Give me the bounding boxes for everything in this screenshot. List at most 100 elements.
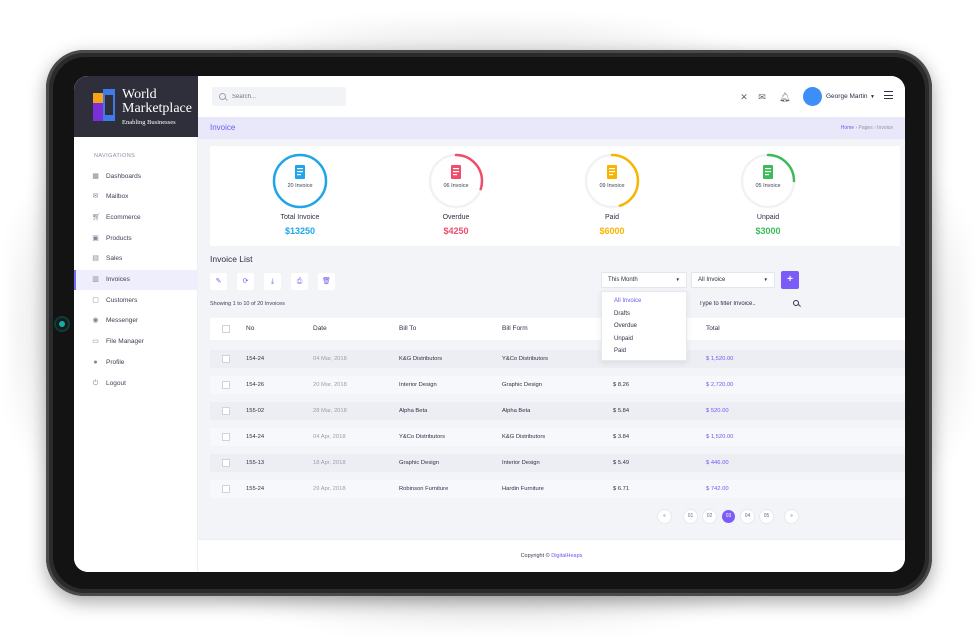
column-header-date[interactable]: Date <box>313 325 327 332</box>
table-row[interactable]: 154-26 20 Mar, 2018 Interior Design Graphic… <box>210 376 905 394</box>
box-icon: ▣ <box>92 234 99 242</box>
bell-icon[interactable]: 🔔︎ <box>779 92 791 102</box>
copyright-text: Copyright © <box>520 553 550 559</box>
invoice-type-select[interactable]: All Invoice ▼ <box>691 272 775 288</box>
column-header-no[interactable]: No <box>246 325 255 332</box>
refresh-button[interactable]: ⟳ <box>237 273 254 290</box>
pagination-page-04[interactable]: 04 <box>741 510 754 523</box>
pagination-page-03[interactable]: 03 <box>722 510 735 523</box>
table-row[interactable]: 155-13 18 Apr, 2018 Graphic Design Interior… <box>210 454 905 472</box>
period-select[interactable]: This Month ▼ <box>601 272 687 288</box>
stat-name: Paid <box>604 214 619 221</box>
cell-amount: $ 6.71 <box>613 486 630 492</box>
user-icon: ● <box>93 358 98 366</box>
dropdown-option-paid[interactable]: Paid <box>614 348 627 355</box>
sidebar-item-file-manager[interactable]: ▭ File Manager <box>74 332 198 352</box>
pagination-page-05[interactable]: 05 <box>760 510 773 523</box>
cell-no: 155-13 <box>246 460 265 466</box>
sidebar-item-customers[interactable]: ▢ Customers <box>74 290 198 310</box>
row-checkbox[interactable] <box>222 407 230 415</box>
delete-button[interactable]: 🗑︎ <box>318 273 335 290</box>
sidebar-item-profile[interactable]: ● Profile <box>74 352 198 372</box>
dropdown-option-overdue[interactable]: Overdue <box>614 323 638 330</box>
period-select-value: This Month <box>608 277 638 283</box>
sidebar-item-label: Dashboards <box>106 172 142 180</box>
table-row[interactable]: 154-24 04 Mar, 2018 K&G Distributors Y&Co D… <box>210 350 905 368</box>
dropdown-option-all-invoice[interactable]: All Invoice <box>614 298 642 304</box>
stat-unpaid[interactable]: 05 Invoice Unpaid $3000 <box>708 146 828 246</box>
row-checkbox[interactable] <box>222 355 230 363</box>
pagination-next-button[interactable]: » <box>785 510 798 523</box>
paid-receipt-icon <box>607 165 617 179</box>
pagination-page-02[interactable]: 02 <box>703 510 716 523</box>
mail-icon[interactable]: ✉ <box>758 92 766 102</box>
sidebar-item-messenger[interactable]: ◉ Messenger <box>74 311 198 331</box>
breadcrumb-home[interactable]: Home <box>840 125 855 131</box>
cell-bill-form: Alpha Beta <box>502 408 531 414</box>
search-icon[interactable] <box>793 300 799 306</box>
table-row[interactable]: 154-24 04 Apr, 2018 Y&Co Distributors K&G D… <box>210 428 905 446</box>
invoice-icon: ▥ <box>92 276 99 283</box>
avatar[interactable] <box>803 87 822 106</box>
sidebar-item-invoices[interactable]: ▥ Invoices <box>74 269 198 290</box>
stat-value: $4250 <box>443 226 469 236</box>
cell-total: $ 2,720.00 <box>706 382 734 388</box>
pagination-page-01[interactable]: 01 <box>684 510 697 523</box>
nav-heading: NAVIGATIONS <box>94 153 136 159</box>
stat-name: Overdue <box>442 214 470 221</box>
add-invoice-button[interactable]: + <box>781 271 799 289</box>
grid-icon: ▦ <box>92 172 99 180</box>
cell-bill-to: Graphic Design <box>399 460 439 466</box>
footer: Copyright © DigitalHeaps <box>198 539 905 572</box>
logo-mark-icon <box>93 89 115 121</box>
sidebar-item-label: Ecommerce <box>106 213 141 221</box>
sidebar-item-dashboards[interactable]: ▦ Dashboards <box>74 166 198 186</box>
refresh-icon: ⟳ <box>242 278 249 285</box>
download-button[interactable]: ⤓ <box>264 273 281 290</box>
row-checkbox[interactable] <box>222 433 230 441</box>
pagination-prev-button[interactable]: « <box>658 510 671 523</box>
cell-date: 04 Apr, 2018 <box>313 434 346 440</box>
column-header-bill-form[interactable]: Bill Form <box>502 325 528 332</box>
sidebar-item-logout[interactable]: ⏻ Logout <box>74 373 198 393</box>
column-header-bill-to[interactable]: Bill To <box>399 325 417 332</box>
copyright-brand-link[interactable]: DigitalHeaps <box>551 553 583 559</box>
user-name[interactable]: George Martin <box>826 93 868 100</box>
filter-input[interactable] <box>693 296 801 311</box>
dropdown-option-drafts[interactable]: Drafts <box>614 310 631 317</box>
table-header: No Date Bill To Bill Form Total <box>210 318 905 340</box>
sidebar-item-products[interactable]: ▣ Products <box>74 228 198 248</box>
tools-icon[interactable]: ✕ <box>740 92 748 102</box>
breadcrumb-pages[interactable]: Pages <box>858 125 873 131</box>
row-checkbox[interactable] <box>222 485 230 493</box>
cash-icon <box>763 165 773 179</box>
chevron-down-icon[interactable]: ▼ <box>870 94 875 100</box>
chevron-down-icon: ▼ <box>763 277 768 282</box>
edit-button[interactable]: ✎ <box>210 273 227 290</box>
column-header-total[interactable]: Total <box>706 325 720 332</box>
row-checkbox[interactable] <box>222 459 230 467</box>
progress-ring <box>584 153 640 209</box>
menu-icon[interactable] <box>884 91 893 99</box>
cell-date: 04 Mar, 2018 <box>313 356 347 362</box>
cell-no: 154-26 <box>246 382 265 388</box>
row-checkbox[interactable] <box>222 381 230 389</box>
table-row[interactable]: 155-24 29 Apr, 2018 Robinson Furniture Hard… <box>210 480 905 498</box>
table-row[interactable]: 155-02 28 Mar, 2018 Alpha Beta Alpha Beta $ … <box>210 402 905 420</box>
cell-bill-to: Y&Co Distributors <box>399 434 446 440</box>
logo[interactable]: World Marketplace Enabling Businesses <box>74 76 198 137</box>
dropdown-option-unpaid[interactable]: Unpaid <box>614 335 634 342</box>
sidebar-item-mailbox[interactable]: ✉ Mailbox <box>74 187 198 207</box>
sidebar-item-ecommerce[interactable]: 🛒︎ Ecommerce <box>74 207 198 227</box>
download-icon: ⤓ <box>270 278 275 285</box>
stat-overdue[interactable]: 06 Invoice Overdue $4250 <box>396 146 516 246</box>
trash-icon: 🗑︎ <box>322 278 331 285</box>
stat-paid[interactable]: 09 Invoice Paid $6000 <box>552 146 672 246</box>
sidebar-item-sales[interactable]: ▤ Sales <box>74 249 198 269</box>
stat-total-invoice[interactable]: 20 Invoice Total Invoice $13250 <box>240 146 360 246</box>
print-button[interactable]: ⎙ <box>291 273 308 290</box>
search-input[interactable] <box>212 87 346 106</box>
cell-bill-form: Hardin Furniture <box>502 486 544 492</box>
select-all-checkbox[interactable] <box>222 325 230 333</box>
stat-name: Total Invoice <box>280 214 320 221</box>
